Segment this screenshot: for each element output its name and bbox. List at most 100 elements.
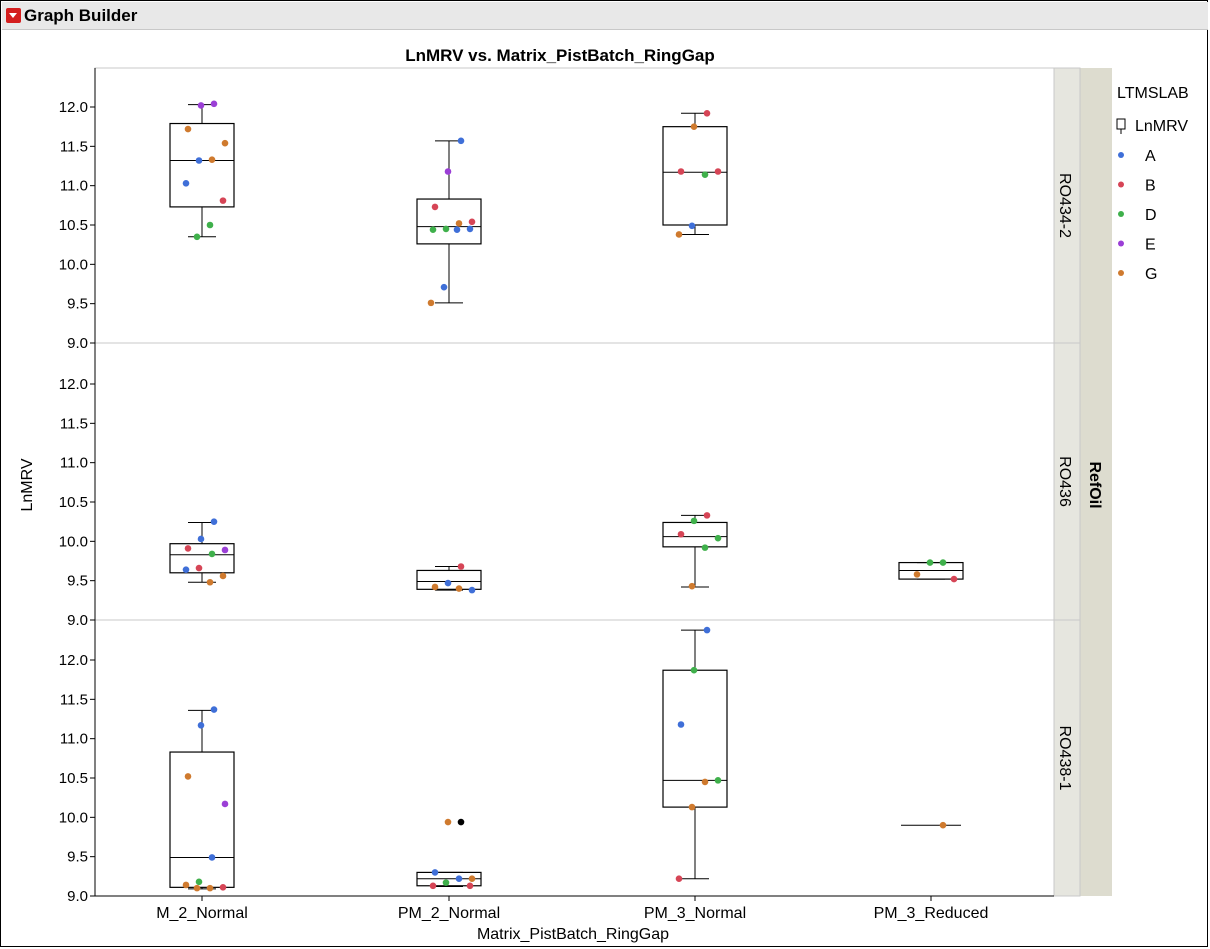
data-point [193,233,201,241]
group-by-label[interactable]: RefOil [1086,461,1103,508]
data-point [444,168,452,175]
x-tick-label: PM_3_Normal [644,905,746,922]
y-tick-label: 11.0 [60,178,88,195]
data-point [457,818,465,826]
data-point [675,875,683,882]
legend-marker[interactable] [1118,240,1124,247]
data-point [457,563,465,570]
data-point [457,137,465,145]
data-point [182,881,190,889]
data-point [208,854,216,861]
data-point [714,777,722,784]
data-point [703,512,711,519]
data-point [208,156,216,164]
data-point [210,706,218,713]
data-point [688,582,696,590]
data-point [714,168,722,175]
graph-builder-header[interactable]: Graph Builder [2,2,1208,30]
y-tick-label: 10.0 [59,256,88,273]
y-tick-label: 9.5 [67,296,88,313]
y-tick-label: 11.5 [60,138,88,155]
data-point [444,579,452,587]
legend-item-label[interactable]: E [1145,237,1156,254]
data-point [466,882,474,890]
panel-strip[interactable] [1053,67,1081,344]
panel-title[interactable]: Graph Builder [24,6,138,25]
data-point [206,884,214,892]
y-tick-label: 12.0 [59,99,88,116]
data-point [221,139,229,147]
legend-marker[interactable] [1118,270,1124,276]
data-point [219,197,227,204]
box-iqr [169,122,235,208]
data-point [195,878,203,886]
data-point [442,879,450,886]
y-tick-label: 10.5 [59,217,88,234]
data-point [455,220,463,227]
chart-title: LnMRV vs. Matrix_PistBatch_RingGap [405,46,715,65]
data-point [431,583,439,591]
legend-box-label: LnMRV [1135,118,1188,135]
legend-item-label[interactable]: A [1145,148,1156,165]
refoil-group-strip[interactable] [1080,68,1112,896]
data-point [431,203,439,211]
data-point [431,869,439,876]
legend-marker[interactable] [1118,181,1124,188]
y-tick-label: 9.5 [67,849,88,866]
data-point [950,575,958,583]
data-point [193,884,201,892]
legend-marker[interactable] [1118,211,1124,217]
data-point [939,821,947,829]
data-point [197,721,205,729]
red-triangle-menu-icon[interactable] [6,8,21,23]
data-point [444,818,452,826]
data-point [466,225,474,233]
y-tick-label: 12.0 [59,376,88,393]
box-plot-legend-icon [1116,118,1126,134]
data-point [939,559,947,566]
data-point [197,535,205,543]
legend-item-label[interactable]: B [1145,178,1156,195]
legend-item-label[interactable]: G [1145,266,1157,283]
data-point [429,882,437,890]
data-point [219,884,227,891]
data-point [221,546,229,554]
y-tick-label: 10.0 [59,533,88,550]
data-point [427,299,435,307]
data-point [184,773,192,780]
data-point [184,545,192,552]
y-tick-label: 11.0 [60,455,88,472]
data-point [688,222,696,230]
x-axis-label[interactable]: Matrix_PistBatch_RingGap [477,926,669,943]
data-point [219,572,227,580]
legend-marker[interactable] [1118,152,1124,158]
data-point [210,100,218,108]
box-iqr [169,543,235,574]
legend-item-label[interactable]: D [1145,207,1157,224]
data-point [690,517,698,525]
x-tick-label: PM_3_Reduced [874,905,989,922]
y-tick-label: 9.0 [67,612,88,629]
data-point [182,566,190,573]
x-tick-label: M_2_Normal [156,905,248,922]
data-point [468,586,476,594]
data-point [197,102,205,109]
data-point [688,803,696,811]
data-point [677,530,685,538]
y-tick-label: 11.5 [60,691,88,708]
data-point [206,221,214,229]
y-axis-label[interactable]: LnMRV [19,458,36,511]
panel-strip-label: RO436 [1056,456,1073,507]
data-point [455,585,463,592]
plot-panel [94,619,1055,897]
y-tick-label: 10.5 [59,494,88,511]
y-tick-label: 12.0 [59,652,88,669]
data-point [677,168,685,175]
box-iqr [169,751,235,888]
x-tick-label: PM_2_Normal [398,905,500,922]
box-iqr [416,569,482,590]
y-tick-label: 11.0 [60,731,88,748]
data-point [690,123,698,130]
panel-strip[interactable] [1053,619,1081,897]
